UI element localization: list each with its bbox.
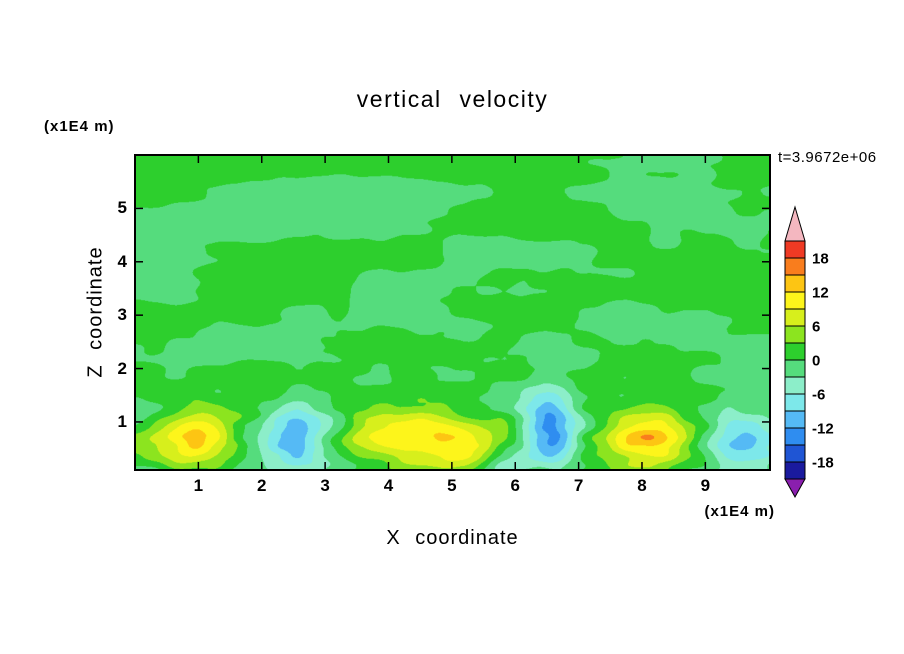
colorbar-segment (784, 308, 806, 327)
z-tick-label: 5 (117, 198, 127, 218)
y-axis-unit-label: (x1E4 m) (44, 118, 115, 135)
colorbar-segment (784, 359, 806, 378)
colorbar-segment (784, 257, 806, 276)
colorbar-label: -6 (812, 387, 825, 404)
colorbar-segment (784, 325, 806, 344)
colorbar-label: -18 (812, 455, 834, 472)
colorbar-label: 18 (812, 251, 829, 268)
colorbar-label: -12 (812, 421, 834, 438)
time-annotation: t=3.9672e+06 (778, 149, 877, 166)
x-tick-label: 5 (447, 476, 457, 495)
x-axis-title: X coordinate (386, 527, 519, 549)
colorbar-segment (784, 376, 806, 395)
colorbar-label: 0 (812, 353, 820, 370)
colorbar-segment (784, 444, 806, 463)
x-axis-unit-label: (x1E4 m) (704, 503, 775, 520)
colorbar-top-triangle (784, 205, 806, 242)
z-tick-label: 3 (117, 305, 127, 325)
colorbar-segment (784, 291, 806, 310)
colorbar-segment (784, 410, 806, 429)
colorbar-segment (784, 274, 806, 293)
x-tick-label: 9 (700, 476, 711, 495)
x-tick-label: 4 (383, 476, 394, 495)
contour-field-canvas (135, 155, 770, 470)
colorbar-label: 12 (812, 285, 829, 302)
colorbar-segment (784, 461, 806, 480)
z-tick-label: 4 (117, 251, 127, 271)
colorbar-segment (784, 342, 806, 361)
colorbar-label: 6 (812, 319, 820, 336)
x-tick-label: 1 (193, 476, 204, 495)
x-tick-label: 3 (320, 476, 330, 495)
x-tick-label: 6 (510, 476, 520, 495)
colorbar-segment (784, 427, 806, 446)
colorbar-segment (784, 393, 806, 412)
colorbar: 18 12 6 0 -6 -12 -18 (784, 205, 834, 499)
colorbar-bottom-triangle (784, 478, 806, 499)
x-tick-label: 2 (257, 476, 267, 495)
plot-title: vertical velocity (356, 86, 549, 112)
colorbar-segment (784, 240, 806, 259)
z-tick-label: 1 (117, 411, 127, 431)
x-tick-label: 7 (573, 476, 584, 495)
x-tick-label: 8 (637, 476, 647, 495)
z-tick-label: 2 (117, 358, 127, 378)
